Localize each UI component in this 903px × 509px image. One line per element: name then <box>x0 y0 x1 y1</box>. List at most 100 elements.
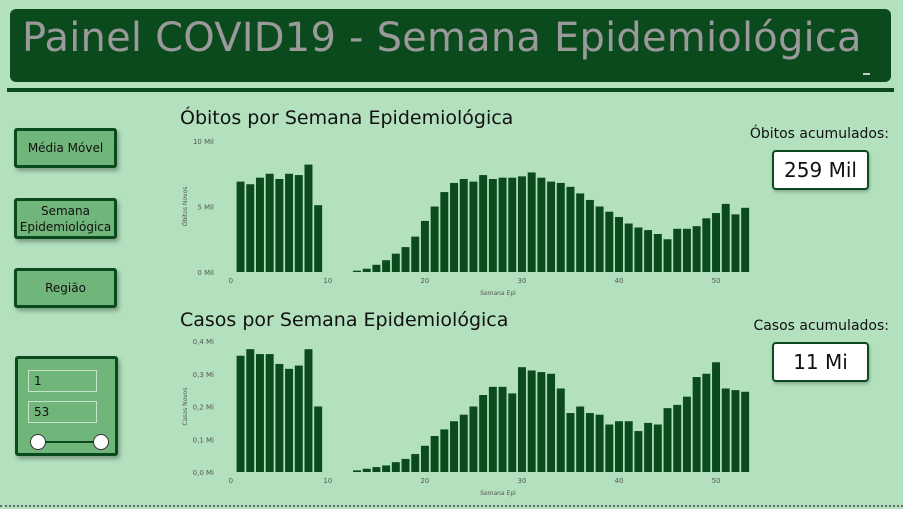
obitos-bar[interactable] <box>721 203 730 272</box>
casos-bar[interactable] <box>275 363 284 472</box>
casos-bar[interactable] <box>576 406 585 473</box>
casos-bar[interactable] <box>430 435 439 472</box>
obitos-bar[interactable] <box>537 177 546 272</box>
obitos-bar[interactable] <box>488 178 497 272</box>
casos-bar[interactable] <box>615 421 623 472</box>
casos-bar[interactable] <box>479 395 488 472</box>
obitos-bar[interactable] <box>430 206 439 273</box>
casos-bar[interactable] <box>634 431 643 472</box>
casos-bar[interactable] <box>537 372 546 472</box>
casos-bar[interactable] <box>566 413 575 472</box>
obitos-bar[interactable] <box>731 214 740 272</box>
obitos-bar[interactable] <box>634 227 643 272</box>
casos-bar[interactable] <box>420 445 429 472</box>
obitos-bar[interactable] <box>265 173 274 272</box>
range-min-input[interactable]: 1 <box>28 370 97 392</box>
obitos-bar[interactable] <box>362 268 371 272</box>
obitos-bar[interactable] <box>401 247 410 272</box>
casos-bar[interactable] <box>294 365 303 472</box>
obitos-bar[interactable] <box>391 253 400 272</box>
obitos-bar[interactable] <box>692 226 701 272</box>
obitos-bar[interactable] <box>314 205 323 272</box>
obitos-bar[interactable] <box>547 181 556 272</box>
casos-bar[interactable] <box>508 393 517 472</box>
casos-bar[interactable] <box>411 453 420 472</box>
casos-bar[interactable] <box>702 373 711 472</box>
casos-bar[interactable] <box>644 422 653 472</box>
obitos-bar[interactable] <box>420 220 429 272</box>
obitos-bar[interactable] <box>644 230 653 272</box>
obitos-bar[interactable] <box>576 193 585 272</box>
obitos-bar[interactable] <box>663 239 672 272</box>
obitos-bar[interactable] <box>411 236 420 272</box>
range-max-input[interactable]: 53 <box>28 401 97 423</box>
casos-bar[interactable] <box>556 388 565 472</box>
regiao-button[interactable]: Região <box>14 268 117 308</box>
casos-bar[interactable] <box>362 468 371 472</box>
casos-bar[interactable] <box>372 467 381 472</box>
range-min-handle[interactable] <box>30 434 46 450</box>
casos-bar[interactable] <box>712 362 721 472</box>
casos-bar[interactable] <box>605 424 614 472</box>
obitos-bar[interactable] <box>294 175 303 272</box>
obitos-bar[interactable] <box>498 177 507 272</box>
casos-bar[interactable] <box>353 470 361 472</box>
obitos-bar[interactable] <box>255 177 264 272</box>
casos-bar[interactable] <box>663 408 672 472</box>
obitos-bar[interactable] <box>479 175 488 272</box>
casos-bar[interactable] <box>265 354 274 472</box>
obitos-bar[interactable] <box>605 211 614 272</box>
casos-bar[interactable] <box>595 414 604 472</box>
obitos-bar[interactable] <box>741 207 750 272</box>
obitos-bar[interactable] <box>682 228 691 272</box>
obitos-bar[interactable] <box>712 213 721 272</box>
range-slider-track[interactable] <box>37 441 101 443</box>
obitos-bar[interactable] <box>702 218 711 272</box>
casos-bar[interactable] <box>731 390 740 472</box>
casos-bar[interactable] <box>741 391 750 472</box>
obitos-bar[interactable] <box>382 260 391 272</box>
casos-bar[interactable] <box>498 386 507 472</box>
casos-bar[interactable] <box>673 404 682 472</box>
obitos-bar[interactable] <box>459 178 468 272</box>
casos-bar[interactable] <box>314 406 323 473</box>
casos-bar[interactable] <box>304 349 313 472</box>
obitos-bar[interactable] <box>556 182 565 272</box>
semana-epidemiologica-button[interactable]: Semana Epidemiológica <box>14 198 117 239</box>
casos-bar[interactable] <box>440 429 449 472</box>
media-movel-button[interactable]: Média Móvel <box>14 128 117 168</box>
casos-bar[interactable] <box>401 458 410 472</box>
casos-bar[interactable] <box>653 424 662 472</box>
range-max-handle[interactable] <box>93 434 109 450</box>
obitos-bar[interactable] <box>304 164 313 272</box>
obitos-bar[interactable] <box>673 228 682 272</box>
casos-bar[interactable] <box>721 388 730 472</box>
casos-bar[interactable] <box>692 377 701 472</box>
casos-bar[interactable] <box>255 354 264 472</box>
obitos-bar[interactable] <box>440 192 449 272</box>
casos-bar[interactable] <box>527 370 536 472</box>
obitos-bar[interactable] <box>517 176 526 272</box>
obitos-bar[interactable] <box>508 177 517 272</box>
casos-bar[interactable] <box>246 349 255 472</box>
obitos-bar[interactable] <box>653 234 662 272</box>
casos-bar[interactable] <box>682 396 691 472</box>
obitos-bar[interactable] <box>372 264 381 272</box>
obitos-bar[interactable] <box>566 186 575 272</box>
casos-bar[interactable] <box>624 421 633 472</box>
casos-bar[interactable] <box>488 386 497 472</box>
casos-bar[interactable] <box>285 368 294 472</box>
obitos-bar[interactable] <box>615 216 623 272</box>
casos-bar[interactable] <box>236 355 245 472</box>
casos-bar[interactable] <box>547 373 556 472</box>
obitos-bar[interactable] <box>595 206 604 273</box>
casos-bar[interactable] <box>459 414 468 472</box>
obitos-bar[interactable] <box>246 184 255 272</box>
obitos-bar[interactable] <box>527 172 536 272</box>
obitos-bar[interactable] <box>469 181 478 272</box>
obitos-bar[interactable] <box>275 178 284 272</box>
casos-bar[interactable] <box>469 406 478 473</box>
casos-bar[interactable] <box>517 367 526 472</box>
obitos-bar[interactable] <box>236 181 245 272</box>
casos-bar[interactable] <box>450 421 459 472</box>
